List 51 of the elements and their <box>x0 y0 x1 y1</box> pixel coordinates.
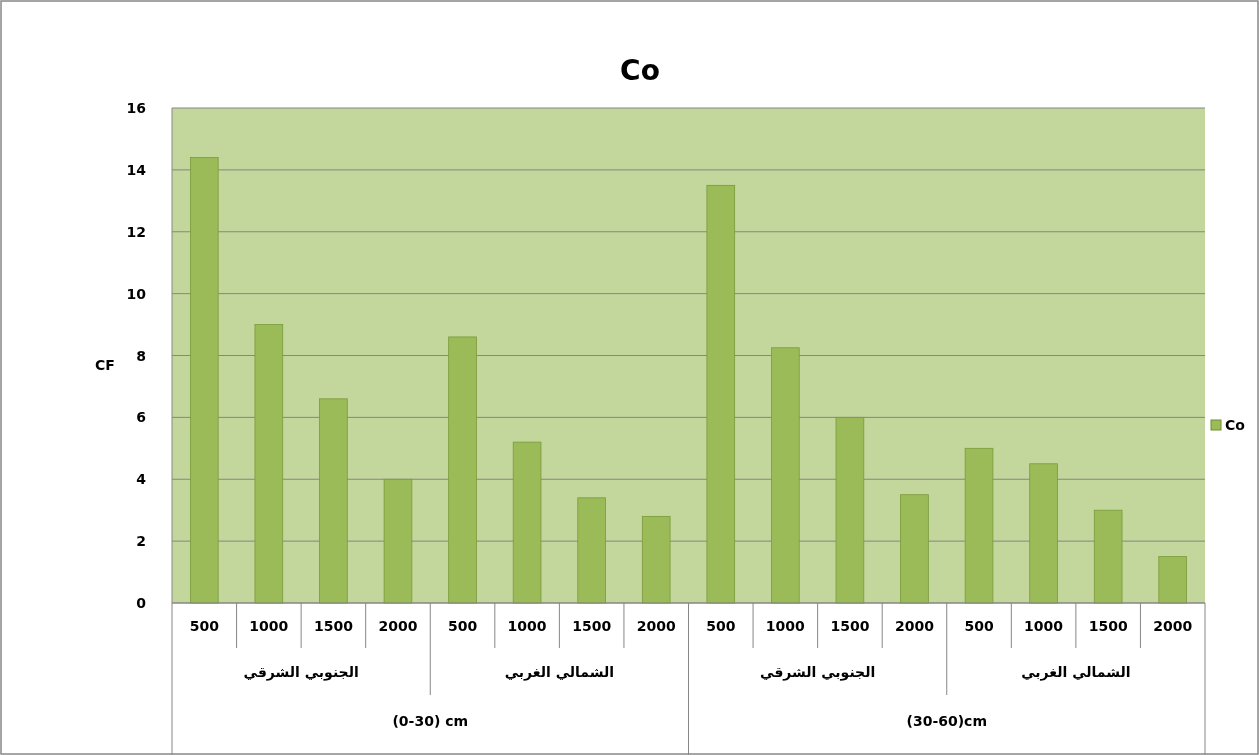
x-tick-label: 500 <box>447 618 478 634</box>
text: الشمالي الغربي <box>504 664 615 681</box>
x-tick-label: 1500 <box>1088 618 1128 634</box>
y-tick-label: 14 <box>126 161 147 178</box>
bar <box>577 497 606 604</box>
x-tick-label: 1500 <box>572 618 612 634</box>
bar <box>771 347 800 604</box>
bar <box>448 336 477 604</box>
bar <box>512 441 542 604</box>
y-tick-label: 4 <box>136 471 147 488</box>
legend-label: Co <box>1225 417 1246 433</box>
x-tick-label: 2000 <box>1153 618 1193 634</box>
y-tick-label: 6 <box>136 409 146 426</box>
bar <box>1158 556 1187 604</box>
x-tick-label: 2000 <box>894 618 935 634</box>
bar <box>319 398 348 604</box>
x-tick-label: 2000 <box>636 618 676 634</box>
text: الجنوبي الشرقي <box>243 664 359 681</box>
bar <box>254 324 284 604</box>
bar <box>706 184 736 604</box>
x-tick-label: 500 <box>706 618 736 634</box>
x-tick-label: 500 <box>189 618 220 634</box>
y-tick-label: 0 <box>136 595 147 611</box>
bar <box>1029 463 1058 604</box>
chart-title: Co <box>620 54 660 87</box>
x-tick-label: 2000 <box>378 618 418 634</box>
text: الجنوبي الشرقي <box>759 664 876 681</box>
y-tick-label: 2 <box>136 533 146 550</box>
y-tick-label: 12 <box>126 223 146 240</box>
y-tick-label: 10 <box>126 285 147 302</box>
text: (30-60)cm <box>906 713 987 729</box>
bar <box>900 494 929 604</box>
y-axis-title: CF <box>95 357 115 373</box>
y-tick-label: 8 <box>136 347 146 364</box>
x-tick-label: 1500 <box>313 618 354 634</box>
bar <box>383 478 413 604</box>
text: (0-30) cm <box>392 713 469 729</box>
x-tick-label: 1000 <box>249 618 289 634</box>
y-tick-label: 16 <box>126 100 146 116</box>
bar <box>641 515 671 604</box>
x-tick-label: 500 <box>964 618 994 634</box>
bar <box>964 447 994 604</box>
text: الشمالي الغربي <box>1021 664 1131 681</box>
x-tick-label: 1000 <box>507 618 547 634</box>
bar <box>1093 509 1123 604</box>
x-tick-label: 1000 <box>765 618 806 634</box>
x-tick-label: 1000 <box>1024 618 1064 634</box>
bar <box>190 157 219 604</box>
bar <box>835 416 865 604</box>
x-tick-label: 1500 <box>830 618 870 634</box>
legend: Co <box>1210 417 1245 433</box>
